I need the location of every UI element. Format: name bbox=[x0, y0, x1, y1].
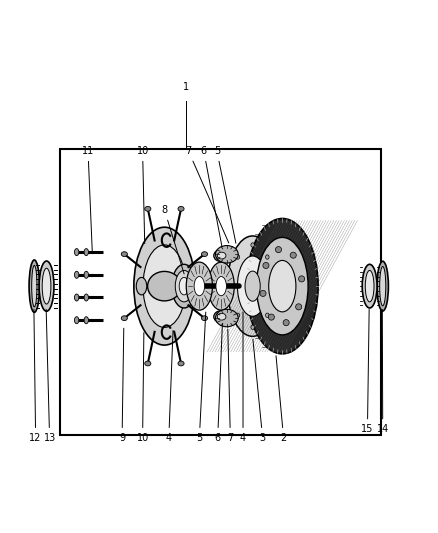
Ellipse shape bbox=[257, 237, 308, 335]
Text: 10: 10 bbox=[137, 146, 149, 244]
Ellipse shape bbox=[121, 252, 127, 256]
Circle shape bbox=[290, 252, 296, 259]
Ellipse shape bbox=[84, 317, 88, 324]
Text: 8: 8 bbox=[161, 205, 184, 274]
Ellipse shape bbox=[32, 265, 37, 307]
Ellipse shape bbox=[268, 261, 296, 312]
Ellipse shape bbox=[148, 271, 181, 301]
Ellipse shape bbox=[42, 268, 51, 304]
Text: 6: 6 bbox=[215, 324, 223, 443]
Ellipse shape bbox=[265, 313, 269, 318]
Ellipse shape bbox=[236, 255, 240, 259]
Ellipse shape bbox=[245, 271, 260, 301]
Ellipse shape bbox=[201, 252, 208, 256]
Text: 13: 13 bbox=[43, 310, 56, 443]
Ellipse shape bbox=[217, 252, 226, 259]
Ellipse shape bbox=[217, 313, 226, 320]
Ellipse shape bbox=[179, 277, 189, 295]
Ellipse shape bbox=[84, 248, 88, 256]
Ellipse shape bbox=[84, 271, 88, 278]
Ellipse shape bbox=[251, 325, 254, 329]
Text: 12: 12 bbox=[29, 310, 42, 443]
Ellipse shape bbox=[214, 249, 230, 262]
Ellipse shape bbox=[74, 317, 79, 324]
Text: 2: 2 bbox=[276, 356, 287, 443]
Ellipse shape bbox=[84, 294, 88, 301]
Ellipse shape bbox=[362, 264, 377, 308]
Ellipse shape bbox=[145, 206, 151, 211]
Text: 14: 14 bbox=[377, 310, 389, 434]
Ellipse shape bbox=[121, 316, 127, 320]
Ellipse shape bbox=[134, 227, 195, 345]
Text: 5: 5 bbox=[214, 146, 236, 243]
Ellipse shape bbox=[227, 236, 278, 336]
Bar bbox=[60, 149, 381, 434]
Ellipse shape bbox=[178, 361, 184, 366]
Circle shape bbox=[263, 262, 269, 269]
Ellipse shape bbox=[216, 277, 226, 296]
Text: 1: 1 bbox=[183, 82, 189, 92]
Text: 11: 11 bbox=[82, 146, 94, 252]
Ellipse shape bbox=[201, 316, 208, 320]
Ellipse shape bbox=[265, 255, 269, 259]
Ellipse shape bbox=[172, 264, 196, 308]
Ellipse shape bbox=[251, 243, 254, 247]
Text: 4: 4 bbox=[166, 330, 173, 443]
Ellipse shape bbox=[194, 277, 205, 296]
Ellipse shape bbox=[39, 261, 54, 311]
Ellipse shape bbox=[74, 294, 79, 301]
Ellipse shape bbox=[236, 313, 240, 318]
Text: 6: 6 bbox=[201, 146, 222, 247]
Circle shape bbox=[276, 247, 282, 253]
Ellipse shape bbox=[215, 246, 238, 263]
Ellipse shape bbox=[175, 270, 193, 302]
Text: 9: 9 bbox=[119, 328, 125, 443]
Circle shape bbox=[296, 304, 302, 310]
Ellipse shape bbox=[237, 256, 268, 316]
Ellipse shape bbox=[380, 266, 386, 306]
Ellipse shape bbox=[74, 248, 79, 256]
Ellipse shape bbox=[145, 361, 151, 366]
Text: 3: 3 bbox=[253, 339, 266, 443]
Ellipse shape bbox=[247, 219, 318, 354]
Text: 5: 5 bbox=[196, 312, 206, 443]
Ellipse shape bbox=[136, 277, 147, 295]
Text: 7: 7 bbox=[185, 146, 229, 243]
Circle shape bbox=[283, 320, 289, 326]
Ellipse shape bbox=[215, 309, 238, 327]
Ellipse shape bbox=[377, 261, 389, 311]
Text: 4: 4 bbox=[240, 312, 246, 443]
Ellipse shape bbox=[143, 245, 186, 327]
Text: 7: 7 bbox=[227, 329, 233, 443]
Ellipse shape bbox=[214, 311, 230, 323]
Ellipse shape bbox=[186, 262, 212, 310]
Circle shape bbox=[260, 290, 266, 296]
Ellipse shape bbox=[74, 271, 79, 278]
Text: 15: 15 bbox=[361, 310, 374, 434]
Ellipse shape bbox=[230, 284, 233, 288]
Ellipse shape bbox=[29, 260, 39, 312]
Circle shape bbox=[268, 314, 275, 320]
Circle shape bbox=[299, 276, 305, 282]
Ellipse shape bbox=[365, 270, 374, 302]
Text: 10: 10 bbox=[137, 333, 149, 443]
Ellipse shape bbox=[208, 262, 234, 310]
Ellipse shape bbox=[178, 206, 184, 211]
Ellipse shape bbox=[272, 284, 275, 288]
